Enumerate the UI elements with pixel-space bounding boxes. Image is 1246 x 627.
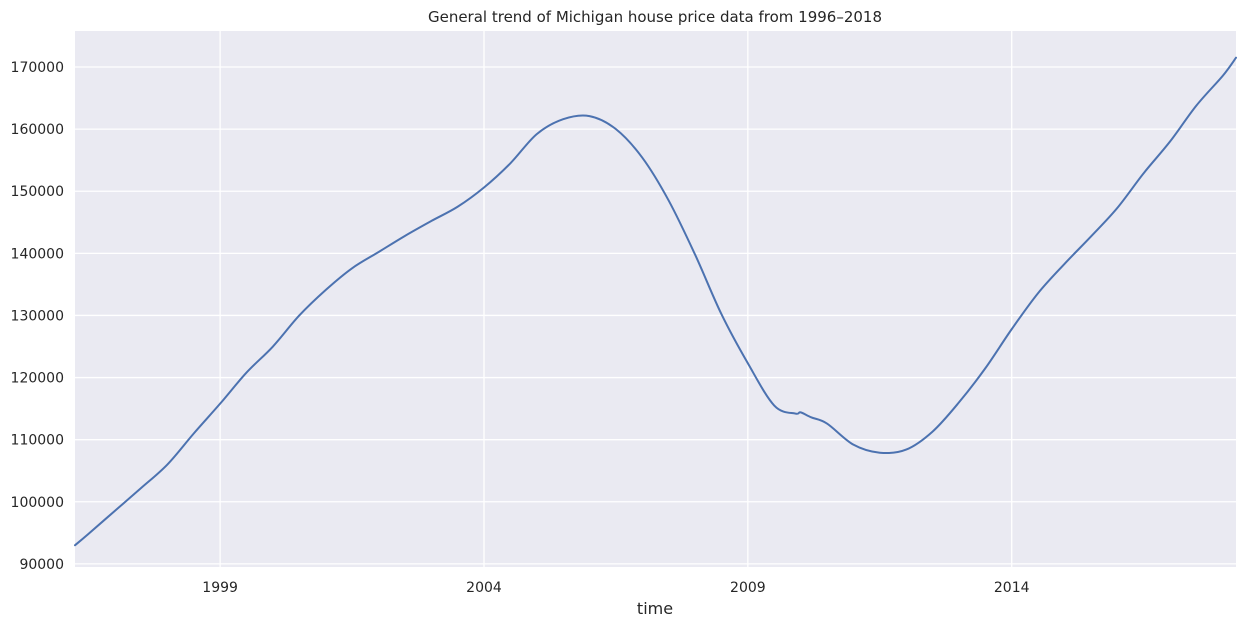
- y-tick-label: 100000: [11, 495, 64, 511]
- y-tick-labels: 90000 100000 110000 120000 130000 140000 15000…: [11, 60, 64, 573]
- x-tick-label: 2004: [466, 580, 502, 596]
- x-axis-label: time: [637, 599, 673, 618]
- x-tick-label: 2009: [730, 580, 766, 596]
- price-series-line: [74, 56, 1237, 547]
- y-tick-label: 130000: [11, 308, 64, 324]
- y-tick-label: 120000: [11, 371, 64, 387]
- plot-area: [75, 31, 1236, 567]
- grid-lines: [75, 31, 1236, 567]
- y-tick-label: 150000: [11, 184, 64, 200]
- x-tick-label: 1999: [202, 580, 238, 596]
- y-tick-label: 90000: [19, 557, 64, 573]
- series-layer: [74, 56, 1237, 547]
- y-tick-label: 170000: [11, 60, 64, 76]
- y-tick-label: 160000: [11, 122, 64, 138]
- y-tick-label: 140000: [11, 246, 64, 262]
- y-tick-label: 110000: [11, 433, 64, 449]
- x-tick-labels: 1999 2004 2009 2014: [202, 580, 1029, 596]
- x-tick-label: 2014: [994, 580, 1030, 596]
- chart-title: General trend of Michigan house price da…: [428, 8, 882, 26]
